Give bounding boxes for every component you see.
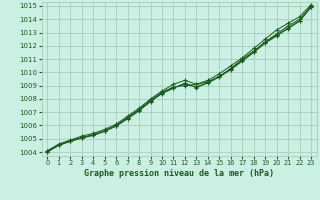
X-axis label: Graphe pression niveau de la mer (hPa): Graphe pression niveau de la mer (hPa) — [84, 169, 274, 178]
